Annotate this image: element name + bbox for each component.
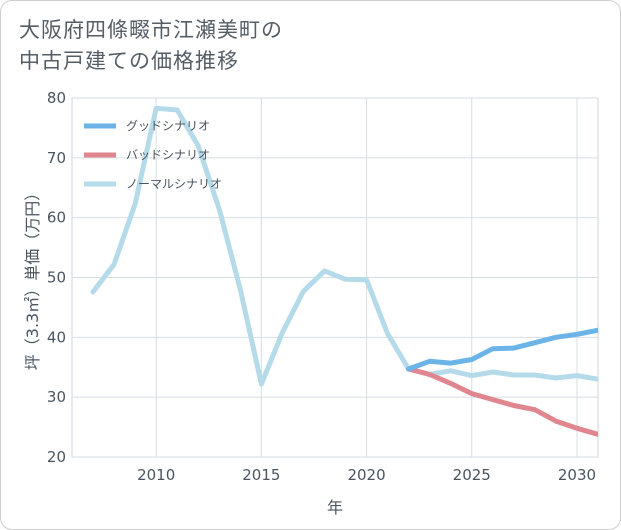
y-tick-label: 50 — [47, 269, 66, 287]
y-tick-label: 60 — [47, 209, 66, 227]
x-tick-label: 2025 — [453, 466, 491, 484]
y-tick-label: 70 — [47, 149, 66, 167]
y-axis-title: 坪（3.3㎡）単価（万円） — [23, 185, 42, 370]
chart-title-line-1: 大阪府四條畷市江瀬美町の — [19, 18, 283, 42]
x-tick-label: 2010 — [137, 466, 175, 484]
x-tick-label: 2020 — [347, 466, 385, 484]
series-line-normal — [90, 105, 598, 387]
chart-title-line-2: 中古戸建ての価格推移 — [19, 49, 239, 73]
y-tick-label: 20 — [47, 448, 66, 466]
series-line-bad — [406, 366, 598, 437]
y-tick-label: 40 — [47, 328, 66, 346]
series-line-good — [406, 327, 598, 372]
legend-label: ノーマルシナリオ — [126, 177, 222, 191]
x-axis-title: 年 — [327, 498, 343, 517]
x-tick-label: 2015 — [242, 466, 280, 484]
legend-label: グッドシナリオ — [126, 119, 210, 133]
y-tick-label: 80 — [47, 89, 66, 107]
chart-title: 大阪府四條畷市江瀬美町の 中古戸建ての価格推移 — [19, 15, 283, 77]
x-tick-label: 2030 — [558, 466, 596, 484]
legend-label: バッドシナリオ — [126, 148, 210, 162]
y-tick-label: 30 — [47, 388, 66, 406]
